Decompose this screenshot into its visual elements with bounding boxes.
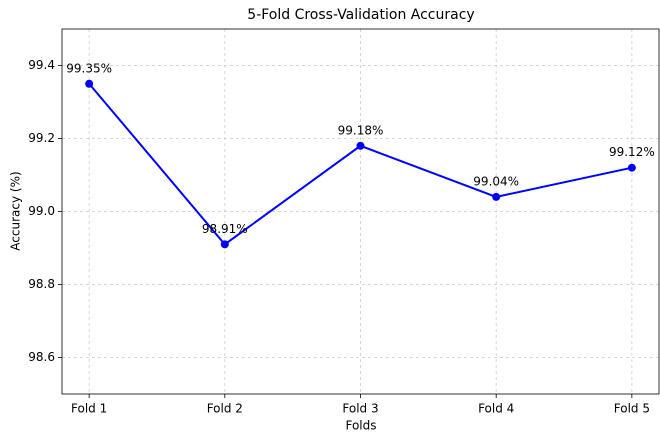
data-point — [627, 163, 636, 172]
data-label: 99.35% — [66, 61, 112, 75]
data-point — [220, 240, 229, 249]
data-label: 99.18% — [338, 123, 384, 137]
data-label: 98.91% — [202, 222, 248, 236]
data-label: 99.04% — [473, 174, 519, 188]
x-tick-label: Fold 1 — [71, 402, 107, 416]
x-axis-label: Folds — [345, 419, 376, 433]
x-tick-label: Fold 3 — [342, 402, 378, 416]
x-tick-label: Fold 5 — [614, 402, 650, 416]
data-label: 99.12% — [609, 145, 655, 159]
y-tick-label: 99.2 — [28, 131, 55, 145]
x-tick-label: Fold 2 — [207, 402, 243, 416]
y-tick-label: 98.8 — [28, 277, 55, 291]
y-tick-label: 98.6 — [28, 350, 55, 364]
y-tick-label: 99.4 — [28, 58, 55, 72]
chart-title: 5-Fold Cross-Validation Accuracy — [247, 7, 474, 23]
data-point — [85, 79, 94, 88]
plot-frame — [61, 28, 660, 395]
y-tick-label: 99.0 — [28, 204, 55, 218]
y-axis-label: Accuracy (%) — [9, 171, 23, 250]
data-point — [356, 141, 365, 150]
data-point — [492, 192, 501, 201]
x-tick-label: Fold 4 — [478, 402, 514, 416]
